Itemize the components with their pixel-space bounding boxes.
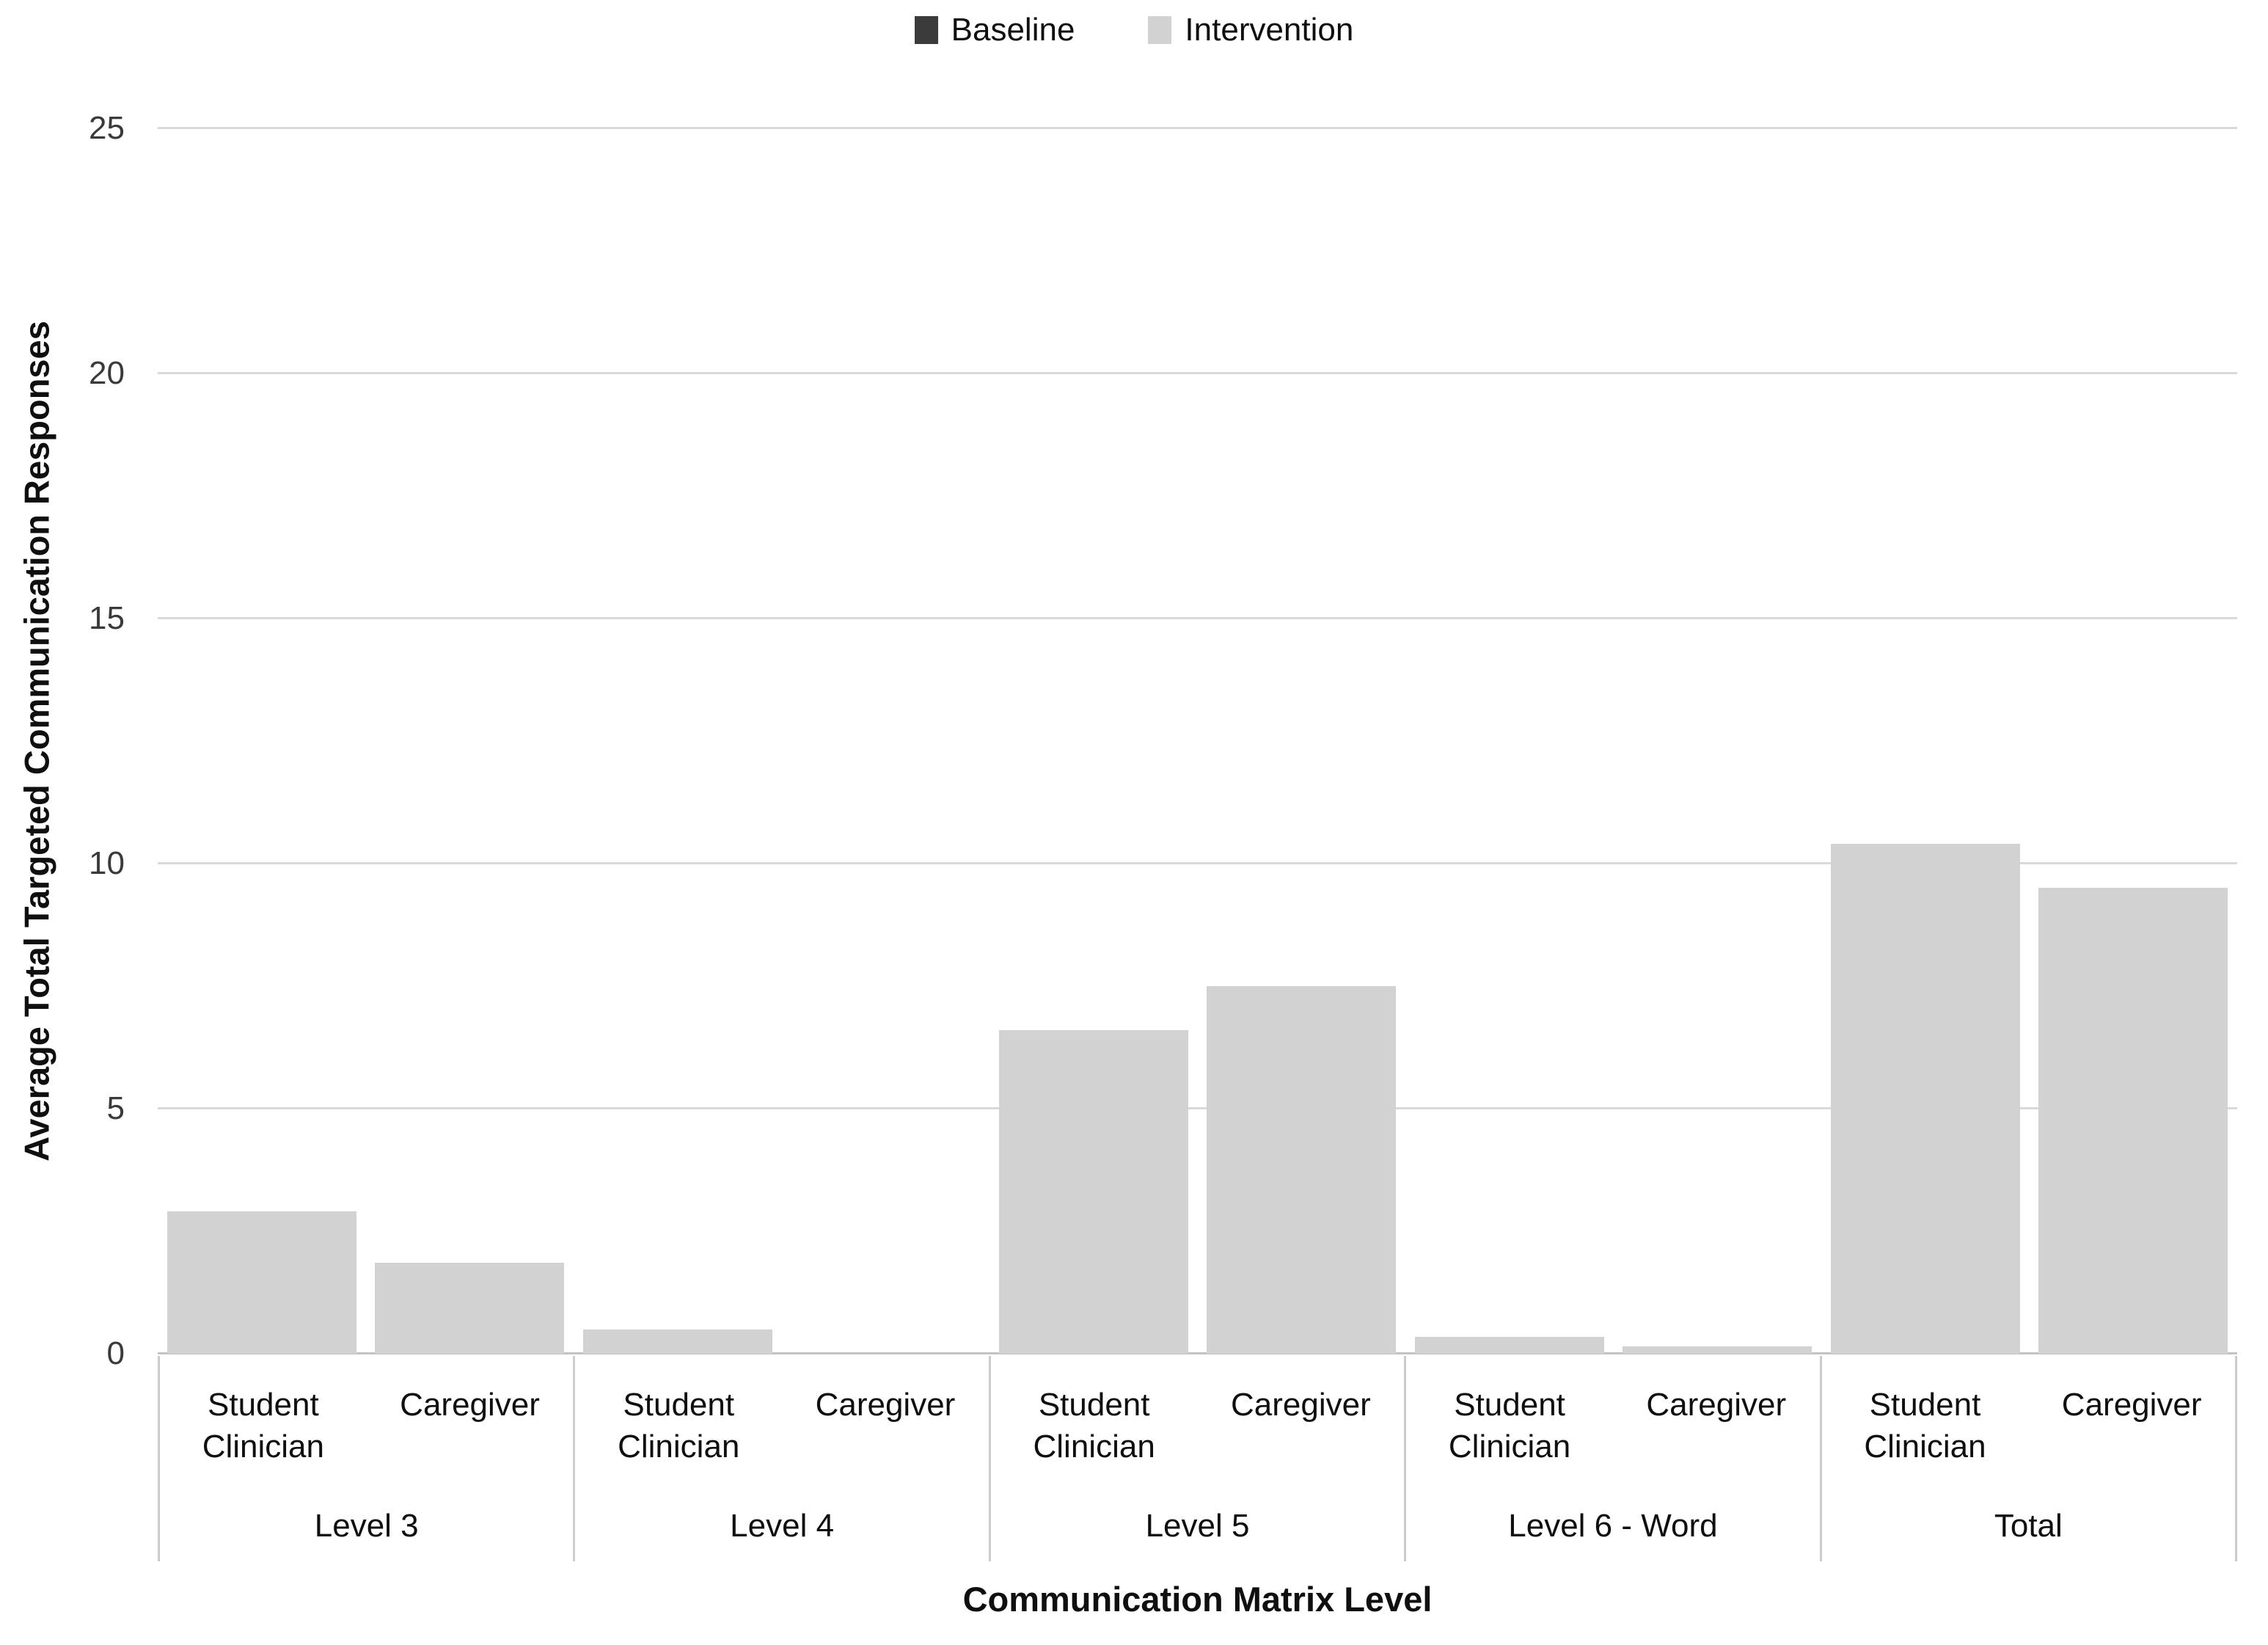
category-group-level-3: Student Clinician Caregiver Level 3 <box>158 1356 576 1561</box>
plot-area <box>158 127 2237 1354</box>
bar-intervention-total-student-clinician <box>1830 844 2020 1354</box>
category-group-level-6-word: Student Clinician Caregiver Level 6 - Word <box>1406 1356 1822 1561</box>
sub-category-cell-caregiver: Caregiver <box>782 1384 989 1426</box>
legend-label-baseline: Baseline <box>951 12 1075 48</box>
bar-intervention-level-6-word-caregiver <box>1623 1346 1812 1354</box>
bar-intervention-level-3-caregiver <box>375 1263 565 1354</box>
legend-swatch-baseline <box>914 16 938 44</box>
sub-category-cell-caregiver: Caregiver <box>2028 1384 2235 1426</box>
sub-category-label-caregiver: Caregiver <box>1230 1387 1371 1423</box>
sub-category-cell-caregiver: Caregiver <box>1198 1384 1405 1426</box>
bar-intervention-level-3-student-clinician <box>167 1211 356 1354</box>
sub-category-row: Student Clinician Caregiver <box>1822 1356 2235 1467</box>
x-axis-line <box>158 1352 2237 1354</box>
sub-category-row: Student Clinician Caregiver <box>575 1356 988 1467</box>
sub-category-cell-caregiver: Caregiver <box>367 1384 574 1426</box>
sub-category-cell-student-clinician: Student Clinician <box>991 1384 1198 1467</box>
y-tick-10: 10 <box>89 845 125 881</box>
sub-category-cell-student-clinician: Student Clinician <box>160 1384 367 1467</box>
sub-category-label-caregiver: Caregiver <box>815 1387 956 1423</box>
sub-category-label-caregiver: Caregiver <box>2061 1387 2202 1423</box>
y-axis-title: Average Total Targeted Communication Res… <box>17 321 56 1161</box>
y-tick-25: 25 <box>89 110 125 146</box>
sub-category-cell-student-clinician: Student Clinician <box>575 1384 782 1467</box>
sub-category-label-student-clinician: Student Clinician <box>618 1387 740 1465</box>
bar-intervention-level-5-student-clinician <box>998 1030 1188 1354</box>
y-tick-0: 0 <box>106 1335 125 1371</box>
group-label-total: Total <box>1994 1508 2063 1544</box>
category-group-level-4: Student Clinician Caregiver Level 4 <box>575 1356 991 1561</box>
sub-category-label-caregiver: Caregiver <box>400 1387 540 1423</box>
y-tick-15: 15 <box>89 600 125 636</box>
bar-intervention-level-5-caregiver <box>1207 986 1397 1354</box>
group-label-level-6-word: Level 6 - Word <box>1508 1508 1718 1544</box>
y-tick-20: 20 <box>89 355 125 391</box>
sub-category-label-caregiver: Caregiver <box>1646 1387 1787 1423</box>
sub-category-row: Student Clinician Caregiver <box>1406 1356 1819 1467</box>
category-axis-band: Student Clinician Caregiver Level 3 Student… <box>158 1356 2238 1561</box>
bar-intervention-total-caregiver <box>2038 888 2228 1354</box>
sub-category-row: Student Clinician Caregiver <box>991 1356 1404 1467</box>
sub-category-label-student-clinician: Student Clinician <box>202 1387 324 1465</box>
gridline-15 <box>158 617 2237 619</box>
sub-category-label-student-clinician: Student Clinician <box>1448 1387 1571 1465</box>
sub-category-cell-caregiver: Caregiver <box>1613 1384 1820 1426</box>
bar-intervention-level-6-word-student-clinician <box>1414 1336 1604 1354</box>
group-label-level-5: Level 5 <box>1145 1508 1250 1544</box>
category-group-total: Student Clinician Caregiver Total <box>1822 1356 2238 1561</box>
x-axis-title: Communication Matrix Level <box>962 1580 1433 1619</box>
gridline-5 <box>158 1107 2237 1109</box>
sub-category-row: Student Clinician Caregiver <box>160 1356 573 1467</box>
sub-category-cell-student-clinician: Student Clinician <box>1406 1384 1613 1467</box>
gridline-20 <box>158 372 2237 374</box>
group-label-level-4: Level 4 <box>730 1508 835 1544</box>
y-tick-5: 5 <box>106 1090 125 1126</box>
legend-label-intervention: Intervention <box>1185 12 1354 48</box>
group-label-level-3: Level 3 <box>314 1508 419 1544</box>
sub-category-label-student-clinician: Student Clinician <box>1864 1387 1986 1465</box>
gridline-10 <box>158 862 2237 864</box>
gridline-25 <box>158 127 2237 129</box>
legend-swatch-intervention <box>1148 16 1172 44</box>
sub-category-label-student-clinician: Student Clinician <box>1033 1387 1155 1465</box>
bar-intervention-level-4-student-clinician <box>582 1329 772 1354</box>
sub-category-cell-student-clinician: Student Clinician <box>1822 1384 2029 1467</box>
category-group-level-5: Student Clinician Caregiver Level 5 <box>991 1356 1407 1561</box>
legend-item-intervention: Intervention <box>1148 12 1353 48</box>
legend: Baseline Intervention <box>0 12 2268 48</box>
legend-item-baseline: Baseline <box>914 12 1075 48</box>
